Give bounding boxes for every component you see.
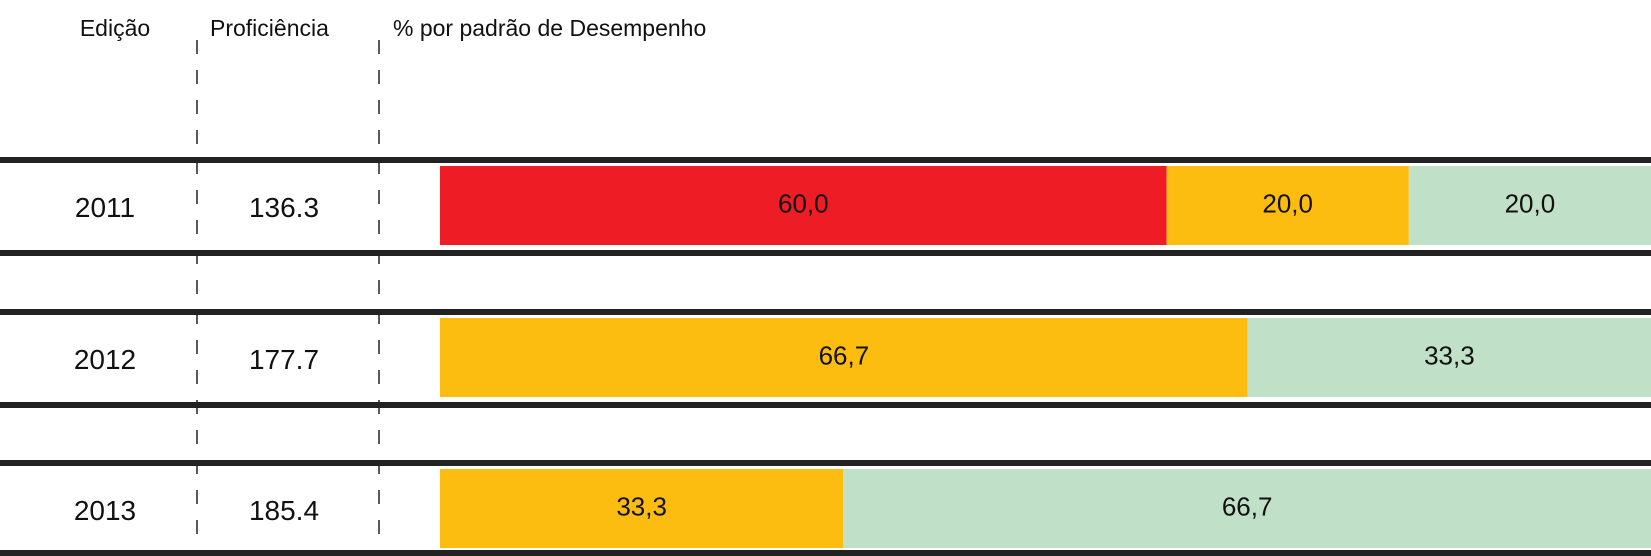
bar-segment (1166, 166, 1409, 245)
value-label: 60,0 (778, 188, 829, 218)
row-proficiencia: 177.7 (249, 344, 319, 375)
bar-segment (843, 469, 1651, 548)
row-year: 2012 (74, 344, 136, 375)
row-year: 2011 (75, 192, 135, 223)
bar-segment (440, 469, 844, 548)
row-proficiencia: 136.3 (249, 192, 319, 223)
value-label: 20,0 (1262, 188, 1313, 218)
bar-segment (1408, 166, 1651, 245)
row-proficiencia: 185.4 (249, 495, 319, 526)
value-label: 33,3 (616, 491, 667, 521)
bar-segment (440, 318, 1248, 397)
header-proficiencia: Proficiência (210, 15, 329, 41)
bar-segment (1247, 318, 1651, 397)
header-edicao: Edição (80, 15, 150, 41)
value-label: 66,7 (819, 340, 870, 370)
value-label: 20,0 (1505, 188, 1556, 218)
value-label: 66,7 (1222, 491, 1273, 521)
header-percent: % por padrão de Desempenho (393, 15, 706, 41)
bar-segment (440, 166, 1167, 245)
value-label: 33,3 (1424, 340, 1475, 370)
row-year: 2013 (74, 495, 136, 526)
